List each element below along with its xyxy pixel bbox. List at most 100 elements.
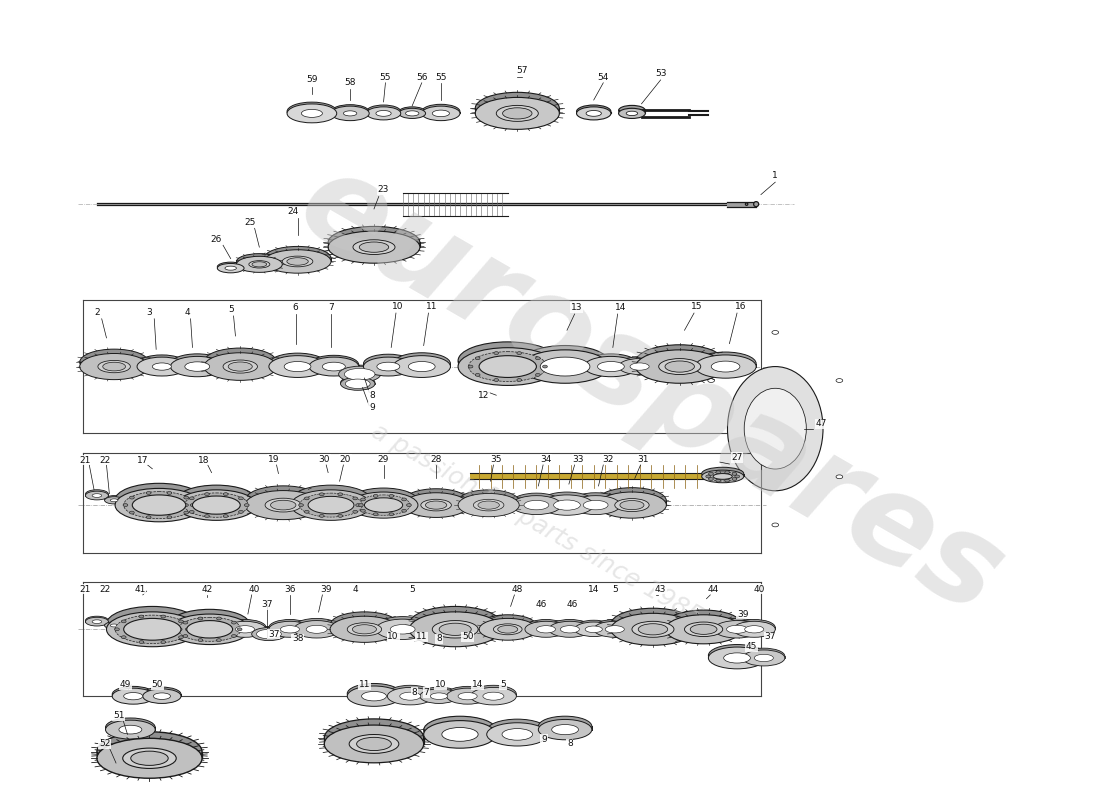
Ellipse shape — [494, 378, 498, 382]
Ellipse shape — [458, 490, 519, 513]
Text: 50: 50 — [462, 633, 473, 642]
Ellipse shape — [364, 494, 403, 508]
Text: 20: 20 — [340, 454, 351, 464]
Text: 51: 51 — [113, 710, 124, 720]
Ellipse shape — [205, 514, 209, 518]
Text: 33: 33 — [573, 454, 584, 464]
Text: 1: 1 — [772, 171, 778, 180]
Ellipse shape — [184, 511, 188, 514]
Text: 9: 9 — [541, 734, 547, 744]
Ellipse shape — [376, 109, 392, 114]
Ellipse shape — [265, 498, 301, 512]
Ellipse shape — [597, 492, 667, 518]
Ellipse shape — [684, 622, 723, 637]
Ellipse shape — [186, 628, 190, 630]
Text: 11: 11 — [359, 680, 371, 690]
Ellipse shape — [192, 496, 240, 514]
Ellipse shape — [540, 357, 590, 376]
Ellipse shape — [712, 358, 740, 369]
Ellipse shape — [177, 628, 183, 630]
Ellipse shape — [218, 262, 244, 271]
Text: 19: 19 — [268, 454, 279, 464]
Ellipse shape — [121, 620, 126, 623]
Text: 37: 37 — [261, 600, 273, 609]
Ellipse shape — [630, 363, 649, 370]
Ellipse shape — [571, 493, 620, 512]
Ellipse shape — [716, 471, 720, 474]
Ellipse shape — [552, 725, 579, 734]
Ellipse shape — [475, 357, 480, 360]
Text: 31: 31 — [638, 454, 649, 464]
Text: 15: 15 — [691, 302, 703, 311]
Ellipse shape — [475, 92, 559, 124]
Ellipse shape — [348, 686, 400, 706]
Ellipse shape — [620, 501, 644, 510]
Ellipse shape — [112, 688, 154, 704]
Ellipse shape — [772, 330, 779, 334]
Ellipse shape — [264, 250, 331, 273]
Ellipse shape — [733, 473, 737, 475]
Ellipse shape — [268, 353, 327, 375]
Ellipse shape — [475, 98, 559, 130]
Ellipse shape — [746, 203, 748, 206]
Ellipse shape — [373, 513, 378, 516]
Ellipse shape — [560, 624, 580, 631]
Ellipse shape — [424, 716, 496, 744]
Ellipse shape — [407, 504, 411, 506]
Ellipse shape — [244, 504, 249, 506]
Ellipse shape — [708, 478, 714, 481]
Ellipse shape — [349, 492, 418, 518]
Ellipse shape — [238, 628, 242, 630]
Text: 7: 7 — [328, 303, 334, 312]
Text: 21: 21 — [80, 456, 91, 465]
Ellipse shape — [399, 108, 426, 118]
Ellipse shape — [708, 473, 714, 475]
Ellipse shape — [377, 362, 399, 371]
Ellipse shape — [236, 254, 283, 270]
Ellipse shape — [307, 494, 368, 517]
Text: 39: 39 — [320, 585, 332, 594]
Ellipse shape — [630, 361, 649, 368]
Ellipse shape — [726, 626, 748, 634]
Ellipse shape — [583, 500, 608, 510]
Ellipse shape — [338, 514, 342, 518]
Ellipse shape — [695, 355, 756, 378]
Ellipse shape — [268, 619, 311, 635]
Ellipse shape — [86, 616, 109, 625]
Ellipse shape — [404, 489, 469, 514]
Text: 40: 40 — [249, 585, 261, 594]
Ellipse shape — [716, 479, 720, 482]
Ellipse shape — [139, 641, 144, 643]
Ellipse shape — [138, 355, 187, 374]
Ellipse shape — [338, 493, 342, 496]
Ellipse shape — [742, 648, 784, 664]
Ellipse shape — [287, 258, 308, 266]
Ellipse shape — [387, 686, 433, 702]
Ellipse shape — [390, 625, 415, 634]
Ellipse shape — [406, 111, 419, 116]
Ellipse shape — [123, 748, 176, 769]
Ellipse shape — [198, 638, 202, 642]
Ellipse shape — [306, 626, 327, 634]
Ellipse shape — [123, 693, 143, 700]
Text: 35: 35 — [491, 454, 502, 464]
Ellipse shape — [79, 354, 148, 380]
Ellipse shape — [284, 362, 311, 372]
Ellipse shape — [343, 111, 356, 116]
Ellipse shape — [331, 106, 370, 121]
Ellipse shape — [366, 107, 400, 120]
Ellipse shape — [287, 104, 337, 123]
Ellipse shape — [525, 619, 566, 635]
Ellipse shape — [319, 514, 324, 518]
Ellipse shape — [345, 379, 371, 389]
Ellipse shape — [223, 514, 228, 518]
Ellipse shape — [110, 623, 118, 626]
Ellipse shape — [153, 691, 170, 698]
Ellipse shape — [184, 496, 188, 499]
Ellipse shape — [442, 727, 478, 742]
Ellipse shape — [110, 624, 118, 627]
Ellipse shape — [836, 475, 843, 478]
Ellipse shape — [361, 510, 365, 512]
Ellipse shape — [708, 645, 766, 666]
Ellipse shape — [114, 628, 119, 630]
